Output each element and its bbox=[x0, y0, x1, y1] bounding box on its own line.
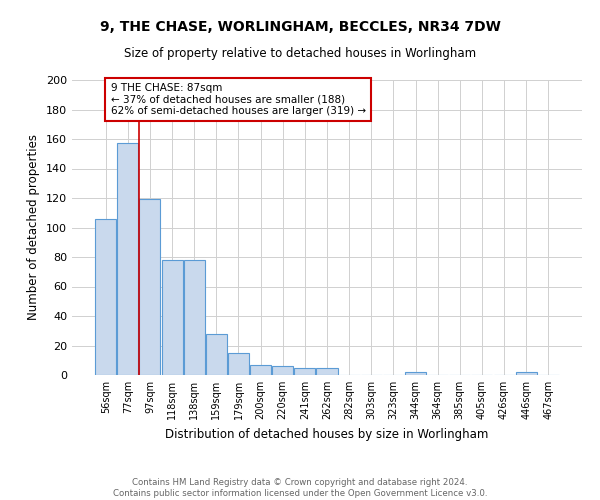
Bar bbox=[515, 372, 536, 375]
Text: Contains HM Land Registry data © Crown copyright and database right 2024.
Contai: Contains HM Land Registry data © Crown c… bbox=[113, 478, 487, 498]
Text: Size of property relative to detached houses in Worlingham: Size of property relative to detached ho… bbox=[124, 48, 476, 60]
Text: 9 THE CHASE: 87sqm
← 37% of detached houses are smaller (188)
62% of semi-detach: 9 THE CHASE: 87sqm ← 37% of detached hou… bbox=[110, 83, 365, 116]
Bar bbox=[250, 364, 271, 375]
Text: 9, THE CHASE, WORLINGHAM, BECCLES, NR34 7DW: 9, THE CHASE, WORLINGHAM, BECCLES, NR34 … bbox=[100, 20, 500, 34]
Bar bbox=[295, 368, 316, 375]
X-axis label: Distribution of detached houses by size in Worlingham: Distribution of detached houses by size … bbox=[166, 428, 488, 440]
Bar bbox=[184, 260, 205, 375]
Bar bbox=[118, 144, 139, 375]
Y-axis label: Number of detached properties: Number of detached properties bbox=[28, 134, 40, 320]
Bar bbox=[405, 372, 426, 375]
Bar bbox=[316, 368, 338, 375]
Bar bbox=[228, 353, 249, 375]
Bar bbox=[161, 260, 182, 375]
Bar bbox=[139, 200, 160, 375]
Bar bbox=[272, 366, 293, 375]
Bar bbox=[206, 334, 227, 375]
Bar bbox=[95, 218, 116, 375]
